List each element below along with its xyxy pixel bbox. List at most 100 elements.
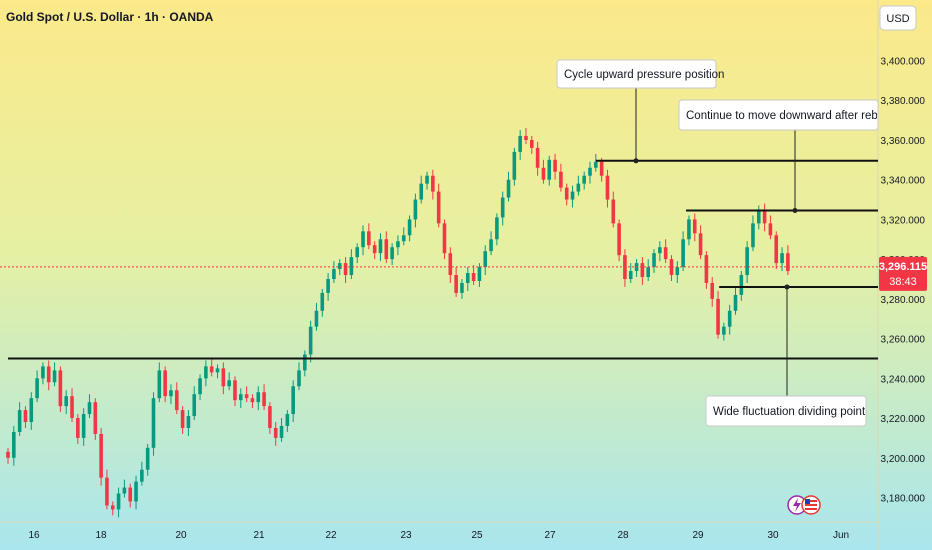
annotation-text: Continue to move downward after rebound <box>686 110 903 122</box>
indicator-icons[interactable] <box>787 495 821 515</box>
candle-body-down <box>233 380 237 401</box>
candle-body-down <box>250 398 255 403</box>
candle-body-up <box>745 247 749 276</box>
candle-body-up <box>658 247 662 254</box>
annotation-anchor-dot <box>784 284 790 290</box>
candle-body-up <box>87 402 92 415</box>
x-tick-label: 28 <box>617 530 629 541</box>
candle-body-up <box>401 235 406 242</box>
candle-body-down <box>367 231 371 246</box>
candle-body-down <box>268 406 272 428</box>
candle-body-down <box>553 159 557 172</box>
candle-body-up <box>460 282 464 293</box>
candle-body-up <box>12 431 16 458</box>
candle-body-down <box>436 191 441 224</box>
candle-body-down <box>174 390 179 411</box>
candle-body-up <box>151 398 156 448</box>
last-price-box <box>879 256 927 291</box>
candle-body-down <box>710 282 715 299</box>
last-price-value: 3,296.115 <box>879 261 927 273</box>
y-tick-label: 3,340.000 <box>881 176 926 187</box>
y-tick-label: 3,400.000 <box>881 57 926 68</box>
annotations: Cycle upward pressure position Continue t… <box>556 59 903 427</box>
candle-body-up <box>489 239 493 252</box>
candle-body-down <box>774 235 779 264</box>
candles <box>6 128 790 518</box>
candle-body-up <box>582 175 586 184</box>
candle-body-up <box>192 394 197 417</box>
annotation-text: Cycle upward pressure position <box>564 69 724 81</box>
y-tick-label: 3,280.000 <box>881 295 926 306</box>
candle-body-up <box>512 151 517 180</box>
candle-body-up <box>361 231 365 248</box>
candle-body-up <box>227 380 231 387</box>
candle-body-up <box>17 410 22 432</box>
candle-body-down <box>6 451 10 458</box>
x-tick-label: 22 <box>325 530 337 541</box>
candle-body-down <box>716 298 720 335</box>
candle-body-up <box>186 416 191 428</box>
candle-body-down <box>58 370 63 407</box>
candle-body-down <box>524 135 528 140</box>
candle-body-up <box>681 239 685 268</box>
candle-body-up <box>687 219 691 240</box>
candle-body-down <box>605 175 610 200</box>
y-tick-label: 3,180.000 <box>881 494 926 505</box>
x-tick-label: 16 <box>28 530 40 541</box>
candle-body-down <box>669 259 674 276</box>
candle-body-up <box>506 179 511 198</box>
x-tick-label: 18 <box>95 530 107 541</box>
countdown-timer: 38:43 <box>889 276 917 288</box>
last-price-tag: 3,296.115 38:43 <box>879 256 927 291</box>
candle-body-up <box>169 390 173 397</box>
candle-body-up <box>396 241 400 248</box>
candle-body-up <box>477 267 482 281</box>
candle-body-down <box>448 253 453 276</box>
candle-body-up <box>204 366 208 379</box>
candle-body-up <box>419 183 424 200</box>
candle-body-down <box>663 247 668 260</box>
candle-body-up <box>465 273 470 283</box>
candle-body-up <box>314 310 319 327</box>
candle-body-up <box>157 370 162 399</box>
candle-body-up <box>390 247 394 260</box>
candle-body-down <box>99 433 103 478</box>
level-lines <box>8 159 878 360</box>
candle-body-down <box>431 175 435 192</box>
candle-body-down <box>599 161 604 176</box>
candle-body-up <box>279 425 284 438</box>
candle-body-up <box>215 368 220 373</box>
candle-body-up <box>628 271 633 279</box>
candle-body-down <box>442 223 447 254</box>
annotation-anchor-dot <box>633 158 639 164</box>
candle-body-down <box>454 275 458 293</box>
candle-body-down <box>262 392 266 407</box>
y-tick-label: 3,220.000 <box>881 414 926 425</box>
candle-body-up <box>425 175 429 184</box>
candle-body-down <box>105 477 109 506</box>
candle-body-up <box>145 447 150 470</box>
candle-body-up <box>588 167 592 176</box>
candle-body-down <box>76 418 80 438</box>
candle-body-down <box>209 366 214 373</box>
candle-body-down <box>384 239 389 260</box>
candle-body-down <box>110 505 115 510</box>
candle-body-up <box>378 239 383 254</box>
currency-button[interactable]: USD <box>879 5 917 31</box>
candle-body-up <box>570 191 575 200</box>
flag-stripe <box>805 504 817 506</box>
x-tick-label: 25 <box>471 530 483 541</box>
candle-body-down <box>163 370 167 397</box>
x-tick-label: Jun <box>833 530 849 541</box>
chart-title: Gold Spot / U.S. Dollar · 1h · OANDA <box>6 10 214 24</box>
x-tick-label: 27 <box>544 530 556 541</box>
candle-body-down <box>611 199 616 224</box>
candle-body-up <box>337 263 342 270</box>
candle-body-up <box>413 199 418 220</box>
x-axis-ticks: 16 18 20 21 22 23 25 27 28 29 30 Jun <box>28 530 849 541</box>
candle-body-up <box>332 269 336 279</box>
candle-body-up <box>303 354 307 371</box>
x-tick-label: 23 <box>400 530 412 541</box>
candle-body-up <box>297 370 301 387</box>
